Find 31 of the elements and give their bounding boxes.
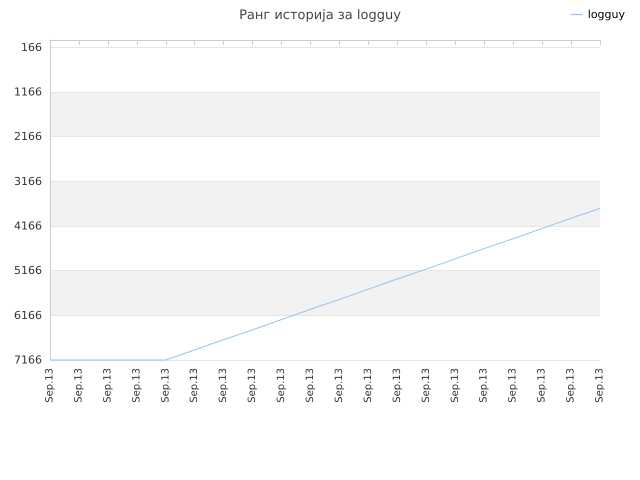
x-tick-label: Sep.13 [102,368,114,403]
y-tick-label: 3166 [14,174,42,188]
x-tick-label: Sep.13 [131,368,142,403]
line-series [50,208,600,360]
x-tick-label: Sep.13 [536,368,548,403]
x-tick-label: Sep.13 [450,368,461,403]
y-tick-label: 5166 [14,264,42,278]
y-tick-label: 166 [21,40,42,54]
x-tick-label: Sep.13 [160,368,172,403]
x-tick-label: Sep.13 [44,368,56,403]
x-tick-label: Sep.13 [566,368,577,403]
x-tick-label: Sep.13 [508,368,519,403]
x-tick-label: Sep.13 [218,368,230,403]
x-tick-label: Sep.13 [334,368,345,403]
x-tick-label: Sep.13 [420,368,432,403]
y-tick-label: 7166 [14,354,42,366]
x-tick-label: Sep.13 [276,368,288,403]
y-tick-label: 1166 [14,86,42,99]
x-tick-label: Sep.13 [392,368,403,403]
x-tick-label: Sep.13 [362,368,374,403]
x-tick-label: Sep.13 [478,368,490,403]
x-tick-label: Sep.13 [189,368,200,403]
x-tick-label: Sep.13 [594,368,606,403]
y-tick-label: 6166 [14,308,42,322]
legend-label: logguy [588,8,626,21]
x-tick-label: Sep.13 [305,368,316,403]
x-tick-label: Sep.13 [73,368,84,403]
x-tick-label: Sep.13 [247,368,258,403]
y-tick-label: 4166 [14,220,42,233]
y-tick-label: 2166 [14,130,42,144]
chart-title: Ранг историја за logguy [239,8,402,23]
